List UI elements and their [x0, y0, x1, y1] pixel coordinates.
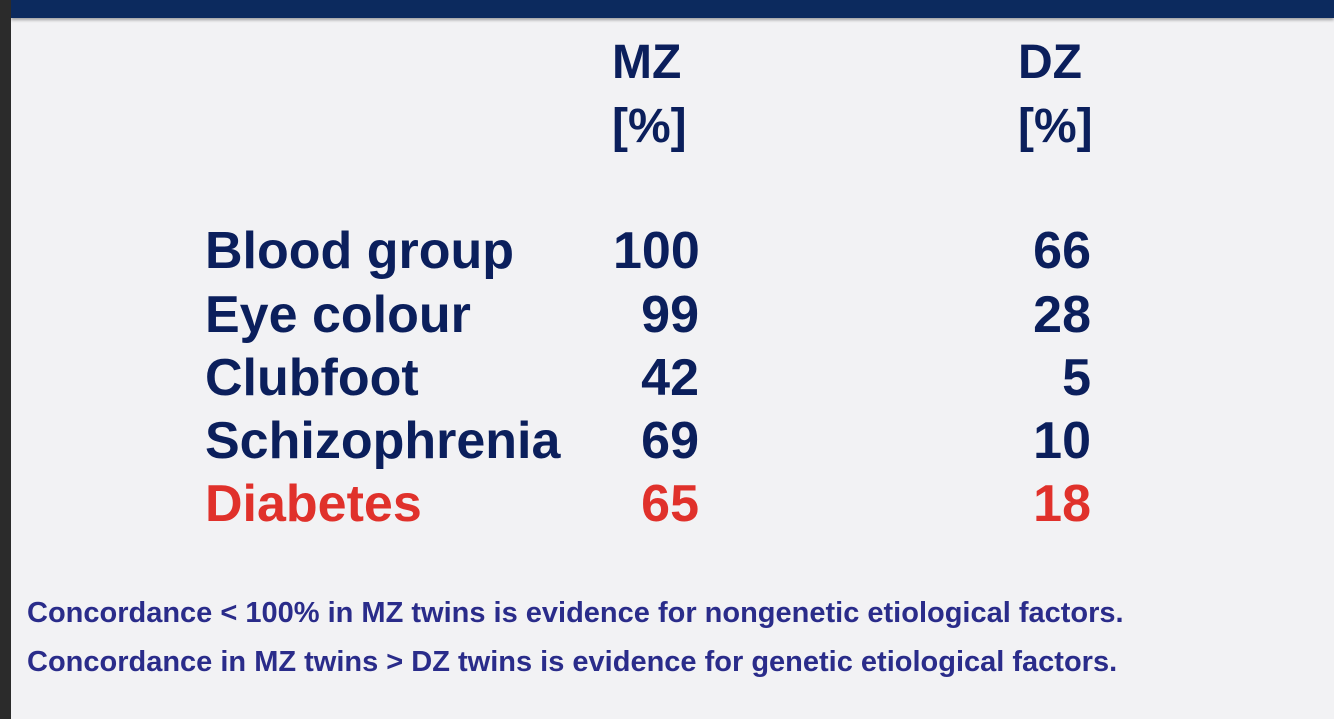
dz-value: 10	[1033, 412, 1091, 470]
footer-line-1: Concordance < 100% in MZ twins is eviden…	[27, 597, 1124, 629]
mz-value: 69	[641, 412, 699, 470]
dz-value: 66	[1033, 222, 1091, 280]
trait-label: Diabetes	[205, 475, 422, 533]
dz-column-header: DZ	[1018, 36, 1082, 89]
dz-column-unit: [%]	[1018, 100, 1093, 153]
mz-column-unit: [%]	[612, 100, 687, 153]
table-row: Clubfoot 42 5	[11, 346, 1334, 410]
trait-label: Schizophrenia	[205, 412, 561, 470]
mz-value: 99	[641, 286, 699, 344]
trait-label: Clubfoot	[205, 349, 419, 407]
trait-label: Eye colour	[205, 286, 471, 344]
mz-value: 100	[613, 222, 700, 280]
dz-value: 28	[1033, 286, 1091, 344]
table-row-highlighted: Diabetes 65 18	[11, 472, 1334, 536]
mz-value: 65	[641, 475, 699, 533]
mz-column-header: MZ	[612, 36, 682, 89]
dz-value: 18	[1033, 475, 1091, 533]
mz-value: 42	[641, 349, 699, 407]
table-row: Eye colour 99 28	[11, 283, 1334, 347]
table-row: Schizophrenia 69 10	[11, 409, 1334, 473]
trait-label: Blood group	[205, 222, 515, 280]
slide: MZ [%] DZ [%] Blood group 100 66 Eye col…	[11, 0, 1334, 719]
footer-line-2: Concordance in MZ twins > DZ twins is ev…	[27, 646, 1118, 678]
table-row: Blood group 100 66	[11, 219, 1334, 283]
dz-value: 5	[1062, 349, 1091, 407]
top-bar	[11, 0, 1334, 18]
